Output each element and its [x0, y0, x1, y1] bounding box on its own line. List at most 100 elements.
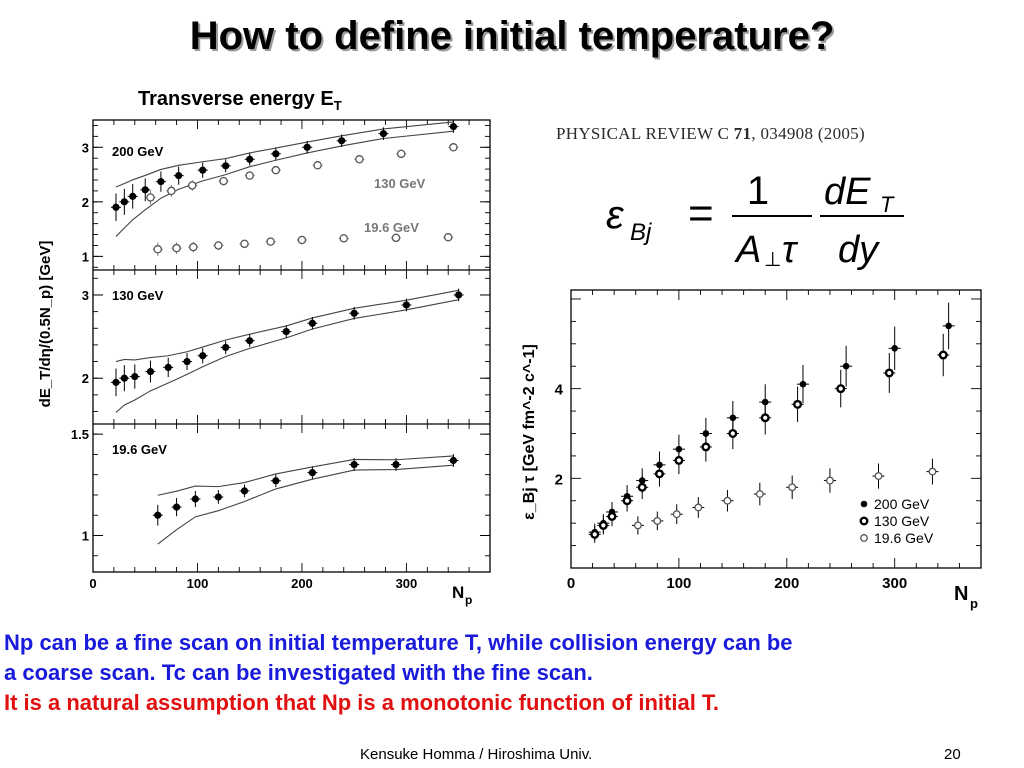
- right-ytick-0: 2: [555, 471, 563, 488]
- right-legend-marker-2: [860, 534, 868, 542]
- left-panel-1-point-1-4: [245, 171, 254, 180]
- left-panel-2-point-0-8: [246, 337, 254, 345]
- right-point-2-6: [788, 483, 797, 492]
- formula-equals: =: [688, 189, 714, 238]
- left-panel-2-ytick-0: 2: [82, 371, 89, 386]
- left-xtick-0: 0: [89, 576, 96, 591]
- left-panel-1-series-0: [110, 120, 459, 237]
- left-panel-1-label-0: 200 GeV: [112, 144, 164, 159]
- right-xlabel-sub: p: [970, 596, 978, 611]
- right-xtick-2: 200: [774, 575, 799, 592]
- right-point-0-8: [729, 414, 737, 422]
- left-panel-1-point-1-3: [219, 176, 228, 186]
- left-panel-2-label-0: 130 GeV: [112, 288, 164, 303]
- left-panel-2-ytick-1: 3: [82, 288, 89, 303]
- left-panel-1-ytick-0: 1: [82, 249, 89, 264]
- left-panel-1-point-1-0: [146, 193, 155, 202]
- footer-credit: Kensuke Homma / Hiroshima Univ.: [360, 746, 593, 763]
- right-point-1-12: [884, 368, 894, 378]
- left-panel-1-series-1: [145, 143, 459, 205]
- left-xlabel-sub: p: [465, 593, 472, 607]
- journal-ref-suffix: , 034908 (2005): [751, 124, 865, 143]
- left-panel-2-point-0-1: [120, 374, 128, 382]
- right-point-1-2: [607, 511, 617, 521]
- right-point-1-11: [836, 384, 846, 394]
- left-panel-3-ytick-0: 1: [82, 529, 89, 544]
- left-panel-1-point-2-6: [297, 235, 307, 245]
- left-panel-1-point-2-7: [339, 234, 348, 243]
- left-panel-3-series-0: [152, 454, 459, 545]
- left-panel-1-point-1-9: [449, 143, 458, 152]
- left-panel-1-band-lower: [115, 130, 454, 237]
- left-panel-1-point-0-4: [157, 178, 165, 186]
- formula-numerator-2-sub: T: [880, 192, 895, 217]
- right-point-2-5: [755, 490, 764, 498]
- left-panel-2-point-0-3: [146, 367, 155, 376]
- right-point-1-7: [701, 442, 711, 452]
- page-number: 20: [944, 746, 961, 763]
- right-point-0-11: [842, 362, 850, 370]
- left-xtick-1: 100: [187, 576, 209, 591]
- left-xtick-2: 200: [291, 576, 313, 591]
- left-panel-3-point-0-7: [350, 460, 358, 469]
- left-panel-2-point-0-6: [199, 352, 207, 360]
- left-panel-1-point-0-12: [379, 130, 388, 138]
- left-xtick-3: 300: [396, 576, 418, 591]
- journal-ref-prefix: PHYSICAL REVIEW C: [556, 124, 734, 143]
- left-panel-2-point-0-9: [282, 328, 290, 336]
- left-panel-1-point-0-8: [246, 155, 254, 163]
- left-panel-1-label-1: 130 GeV: [374, 176, 426, 191]
- left-panel-2-point-0-0: [112, 378, 120, 386]
- right-point-1-0: [590, 529, 600, 539]
- left-panel-1-point-0-11: [338, 137, 346, 145]
- right-point-1-10: [793, 399, 803, 409]
- left-panel-1-ytick-2: 3: [82, 140, 89, 155]
- right-point-2-8: [874, 472, 883, 481]
- right-legend-marker-0: [860, 500, 868, 508]
- left-panel-1-point-2-5: [266, 237, 275, 246]
- left-panel-1-point-0-5: [175, 172, 183, 180]
- left-panel-1-point-2-2: [189, 242, 198, 252]
- left-panel-1-point-2-8: [391, 233, 401, 243]
- right-point-2-7: [825, 476, 834, 485]
- left-panel-3-point-0-5: [272, 477, 280, 485]
- left-panel-3-label-0: 19.6 GeV: [112, 442, 167, 457]
- left-panel-1-point-0-9: [272, 150, 280, 158]
- right-point-0-12: [891, 344, 898, 352]
- left-panel-3-point-0-0: [154, 511, 162, 519]
- left-chart-heading: Transverse energy ET: [138, 88, 342, 113]
- right-series-2: [631, 458, 939, 535]
- left-panel-1-ytick-1: 2: [82, 195, 89, 210]
- left-panel-2-band-lower: [115, 299, 459, 413]
- right-point-2-4: [723, 496, 732, 505]
- left-panel-1-point-1-7: [355, 155, 364, 164]
- right-point-1-4: [637, 482, 647, 492]
- right-point-1-1: [598, 520, 608, 530]
- left-ylabel: dE_T/dη/(0.5N_p) [GeV]: [37, 241, 54, 408]
- left-panel-1-label-2: 19.6 GeV: [364, 220, 419, 235]
- left-panel-2-band-upper: [115, 289, 459, 363]
- right-xtick-3: 300: [882, 575, 907, 592]
- right-point-1-6: [674, 455, 684, 465]
- left-panel-3-point-0-3: [214, 493, 222, 501]
- left-panel-1-point-0-0: [112, 203, 120, 211]
- right-legend-label-1: 130 GeV: [874, 513, 930, 529]
- left-panel-2-point-0-11: [350, 309, 358, 317]
- right-point-2-1: [653, 516, 662, 525]
- left-panel-1-point-2-9: [443, 233, 453, 242]
- left-panel-1-point-2-1: [172, 243, 181, 253]
- left-panel-2-series-0: [110, 288, 464, 413]
- caption-line-2: a coarse scan. Tc can be investigated wi…: [4, 660, 593, 685]
- left-panel-1-series-2: [152, 233, 454, 256]
- left-heading-text: Transverse energy E: [138, 88, 334, 110]
- left-panel-3-point-0-4: [240, 487, 249, 495]
- right-legend-marker-1: [859, 516, 869, 526]
- formula-denominator-2: dy: [838, 229, 880, 270]
- right-point-2-9: [928, 467, 937, 476]
- right-point-2-3: [694, 503, 703, 512]
- right-point-1-9: [760, 413, 770, 423]
- left-panel-3-band-lower: [157, 464, 454, 545]
- left-panel-1-point-0-7: [222, 162, 230, 170]
